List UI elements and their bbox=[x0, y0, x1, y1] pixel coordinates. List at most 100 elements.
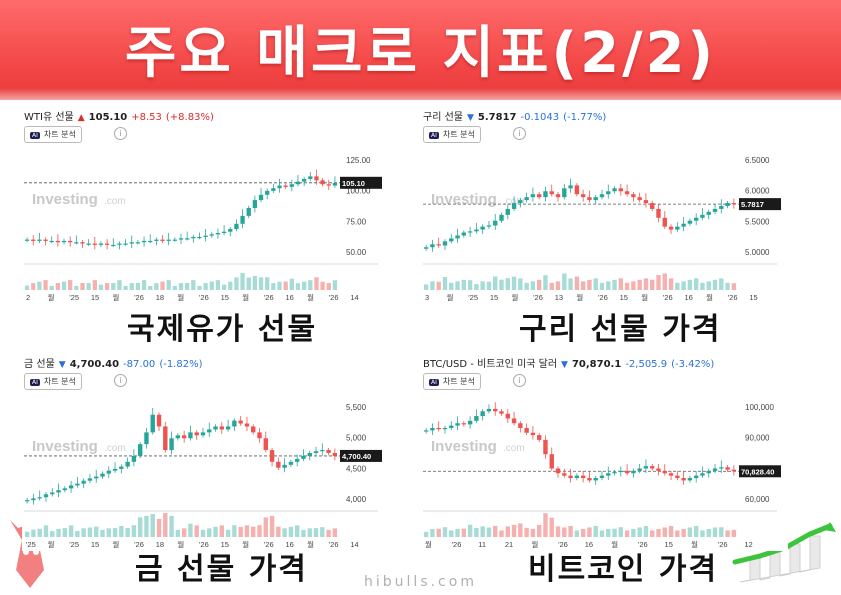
investing-watermark: Investing bbox=[32, 191, 98, 208]
price-chart[interactable]: 100,00090,00080,00060,000Investing.com70… bbox=[421, 391, 788, 551]
info-icon[interactable]: i bbox=[513, 127, 526, 140]
volume-bar bbox=[135, 283, 141, 290]
candle bbox=[55, 240, 61, 243]
volume-bar bbox=[643, 525, 649, 537]
volume-bar bbox=[154, 283, 159, 290]
info-icon[interactable]: i bbox=[114, 127, 127, 140]
volume-bar bbox=[225, 529, 231, 537]
price-change-pct: (-3.42%) bbox=[671, 359, 715, 370]
info-icon[interactable]: i bbox=[513, 374, 526, 387]
volume-bar bbox=[55, 283, 61, 290]
volume-bar bbox=[725, 530, 730, 537]
candle bbox=[295, 181, 301, 185]
candle bbox=[62, 488, 68, 491]
candle bbox=[86, 243, 91, 245]
candle bbox=[24, 500, 30, 502]
ai-chart-analysis-button[interactable]: AI 차트 분석 bbox=[423, 126, 481, 143]
candle bbox=[68, 240, 73, 243]
price-chart[interactable]: 125.00 100.00 75.00 50.00 Investing .com 105.1… bbox=[22, 144, 389, 304]
ai-chart-analysis-button[interactable]: AI 차트 분석 bbox=[24, 126, 82, 143]
candle bbox=[505, 413, 510, 419]
ai-chart-analysis-button[interactable]: AI 차트 분석 bbox=[24, 373, 82, 390]
x-axis-tick-label: 월 bbox=[307, 292, 314, 302]
candle bbox=[543, 191, 548, 198]
candle bbox=[117, 243, 122, 245]
x-axis-tick-label: 3 bbox=[425, 293, 429, 302]
candle bbox=[320, 180, 325, 185]
x-axis-tick-label: 월 bbox=[242, 292, 249, 302]
volume-bar bbox=[436, 528, 441, 537]
volume-bar bbox=[181, 528, 187, 537]
volume-bar bbox=[307, 528, 312, 537]
volume-bar bbox=[474, 527, 479, 537]
ai-button-label: 차트 분석 bbox=[43, 130, 76, 139]
x-axis-tick-label: 월 bbox=[706, 292, 713, 302]
x-axis-tick-label: '26 bbox=[718, 540, 728, 549]
candle bbox=[562, 473, 567, 476]
candle bbox=[480, 226, 485, 230]
candle bbox=[618, 470, 624, 473]
price-tag-label: 5.7817 bbox=[741, 200, 764, 209]
candle bbox=[624, 191, 630, 195]
volume-bar bbox=[700, 282, 705, 290]
candle bbox=[43, 239, 48, 241]
volume-bar bbox=[505, 278, 510, 290]
volume-bar bbox=[141, 280, 147, 290]
candle bbox=[555, 468, 561, 474]
candle bbox=[442, 241, 448, 246]
candle bbox=[693, 217, 699, 221]
volume-bar bbox=[449, 282, 454, 290]
volume-bar bbox=[74, 286, 79, 290]
candle bbox=[587, 478, 592, 481]
y-axis-tick-label: 6.5000 bbox=[745, 156, 770, 165]
candle bbox=[80, 242, 85, 244]
volume-bar bbox=[631, 528, 636, 537]
candle bbox=[326, 450, 331, 453]
volume-bar bbox=[86, 283, 91, 290]
candle bbox=[68, 485, 74, 489]
candle bbox=[197, 236, 202, 239]
price-change: +8.53 bbox=[131, 112, 162, 123]
info-icon[interactable]: i bbox=[114, 374, 127, 387]
volume-bar bbox=[599, 530, 605, 537]
x-axis-tick-label: '25 bbox=[468, 293, 478, 302]
candle bbox=[530, 432, 536, 436]
volume-bar bbox=[493, 525, 498, 537]
volume-bar bbox=[251, 526, 256, 537]
volume-bar bbox=[693, 525, 699, 537]
x-axis-tick-label: 14 bbox=[350, 540, 358, 549]
volume-bar bbox=[301, 281, 307, 290]
candle bbox=[461, 423, 467, 425]
candle bbox=[549, 454, 554, 469]
price-chart[interactable]: 5,500 5,000 4,500 4,000 Investing .com 4,700.4… bbox=[22, 391, 389, 551]
ai-badge-icon: AI bbox=[429, 379, 439, 386]
volume-bar bbox=[656, 275, 661, 290]
candle bbox=[50, 492, 55, 495]
volume-bar bbox=[524, 527, 529, 537]
x-axis-tick-label: '25 bbox=[26, 540, 36, 549]
candle bbox=[562, 188, 567, 198]
volume-bar bbox=[442, 277, 448, 290]
candle bbox=[731, 203, 737, 205]
volume-bar bbox=[656, 528, 661, 537]
investing-watermark-suffix: .com bbox=[503, 443, 525, 454]
candle bbox=[574, 475, 580, 479]
candle bbox=[160, 239, 165, 241]
copper-header: 구리 선물 ▼ 5.7817 -0.1043 (-1.77%) bbox=[423, 108, 606, 123]
x-axis-tick-label: 16 bbox=[685, 293, 693, 302]
candle bbox=[606, 191, 611, 195]
x-axis-tick-label: '25 bbox=[69, 540, 79, 549]
volume-bar bbox=[693, 278, 699, 290]
volume-bar bbox=[332, 528, 338, 537]
candle bbox=[436, 244, 441, 246]
candle bbox=[277, 185, 282, 189]
candle bbox=[56, 490, 61, 493]
volume-bar bbox=[505, 526, 510, 537]
candle bbox=[493, 408, 498, 412]
volume-bar bbox=[511, 524, 517, 537]
x-axis-tick-label: '26 bbox=[728, 293, 738, 302]
ai-chart-analysis-button[interactable]: AI 차트 분석 bbox=[423, 373, 481, 390]
candle bbox=[486, 225, 492, 227]
candle bbox=[687, 220, 693, 224]
